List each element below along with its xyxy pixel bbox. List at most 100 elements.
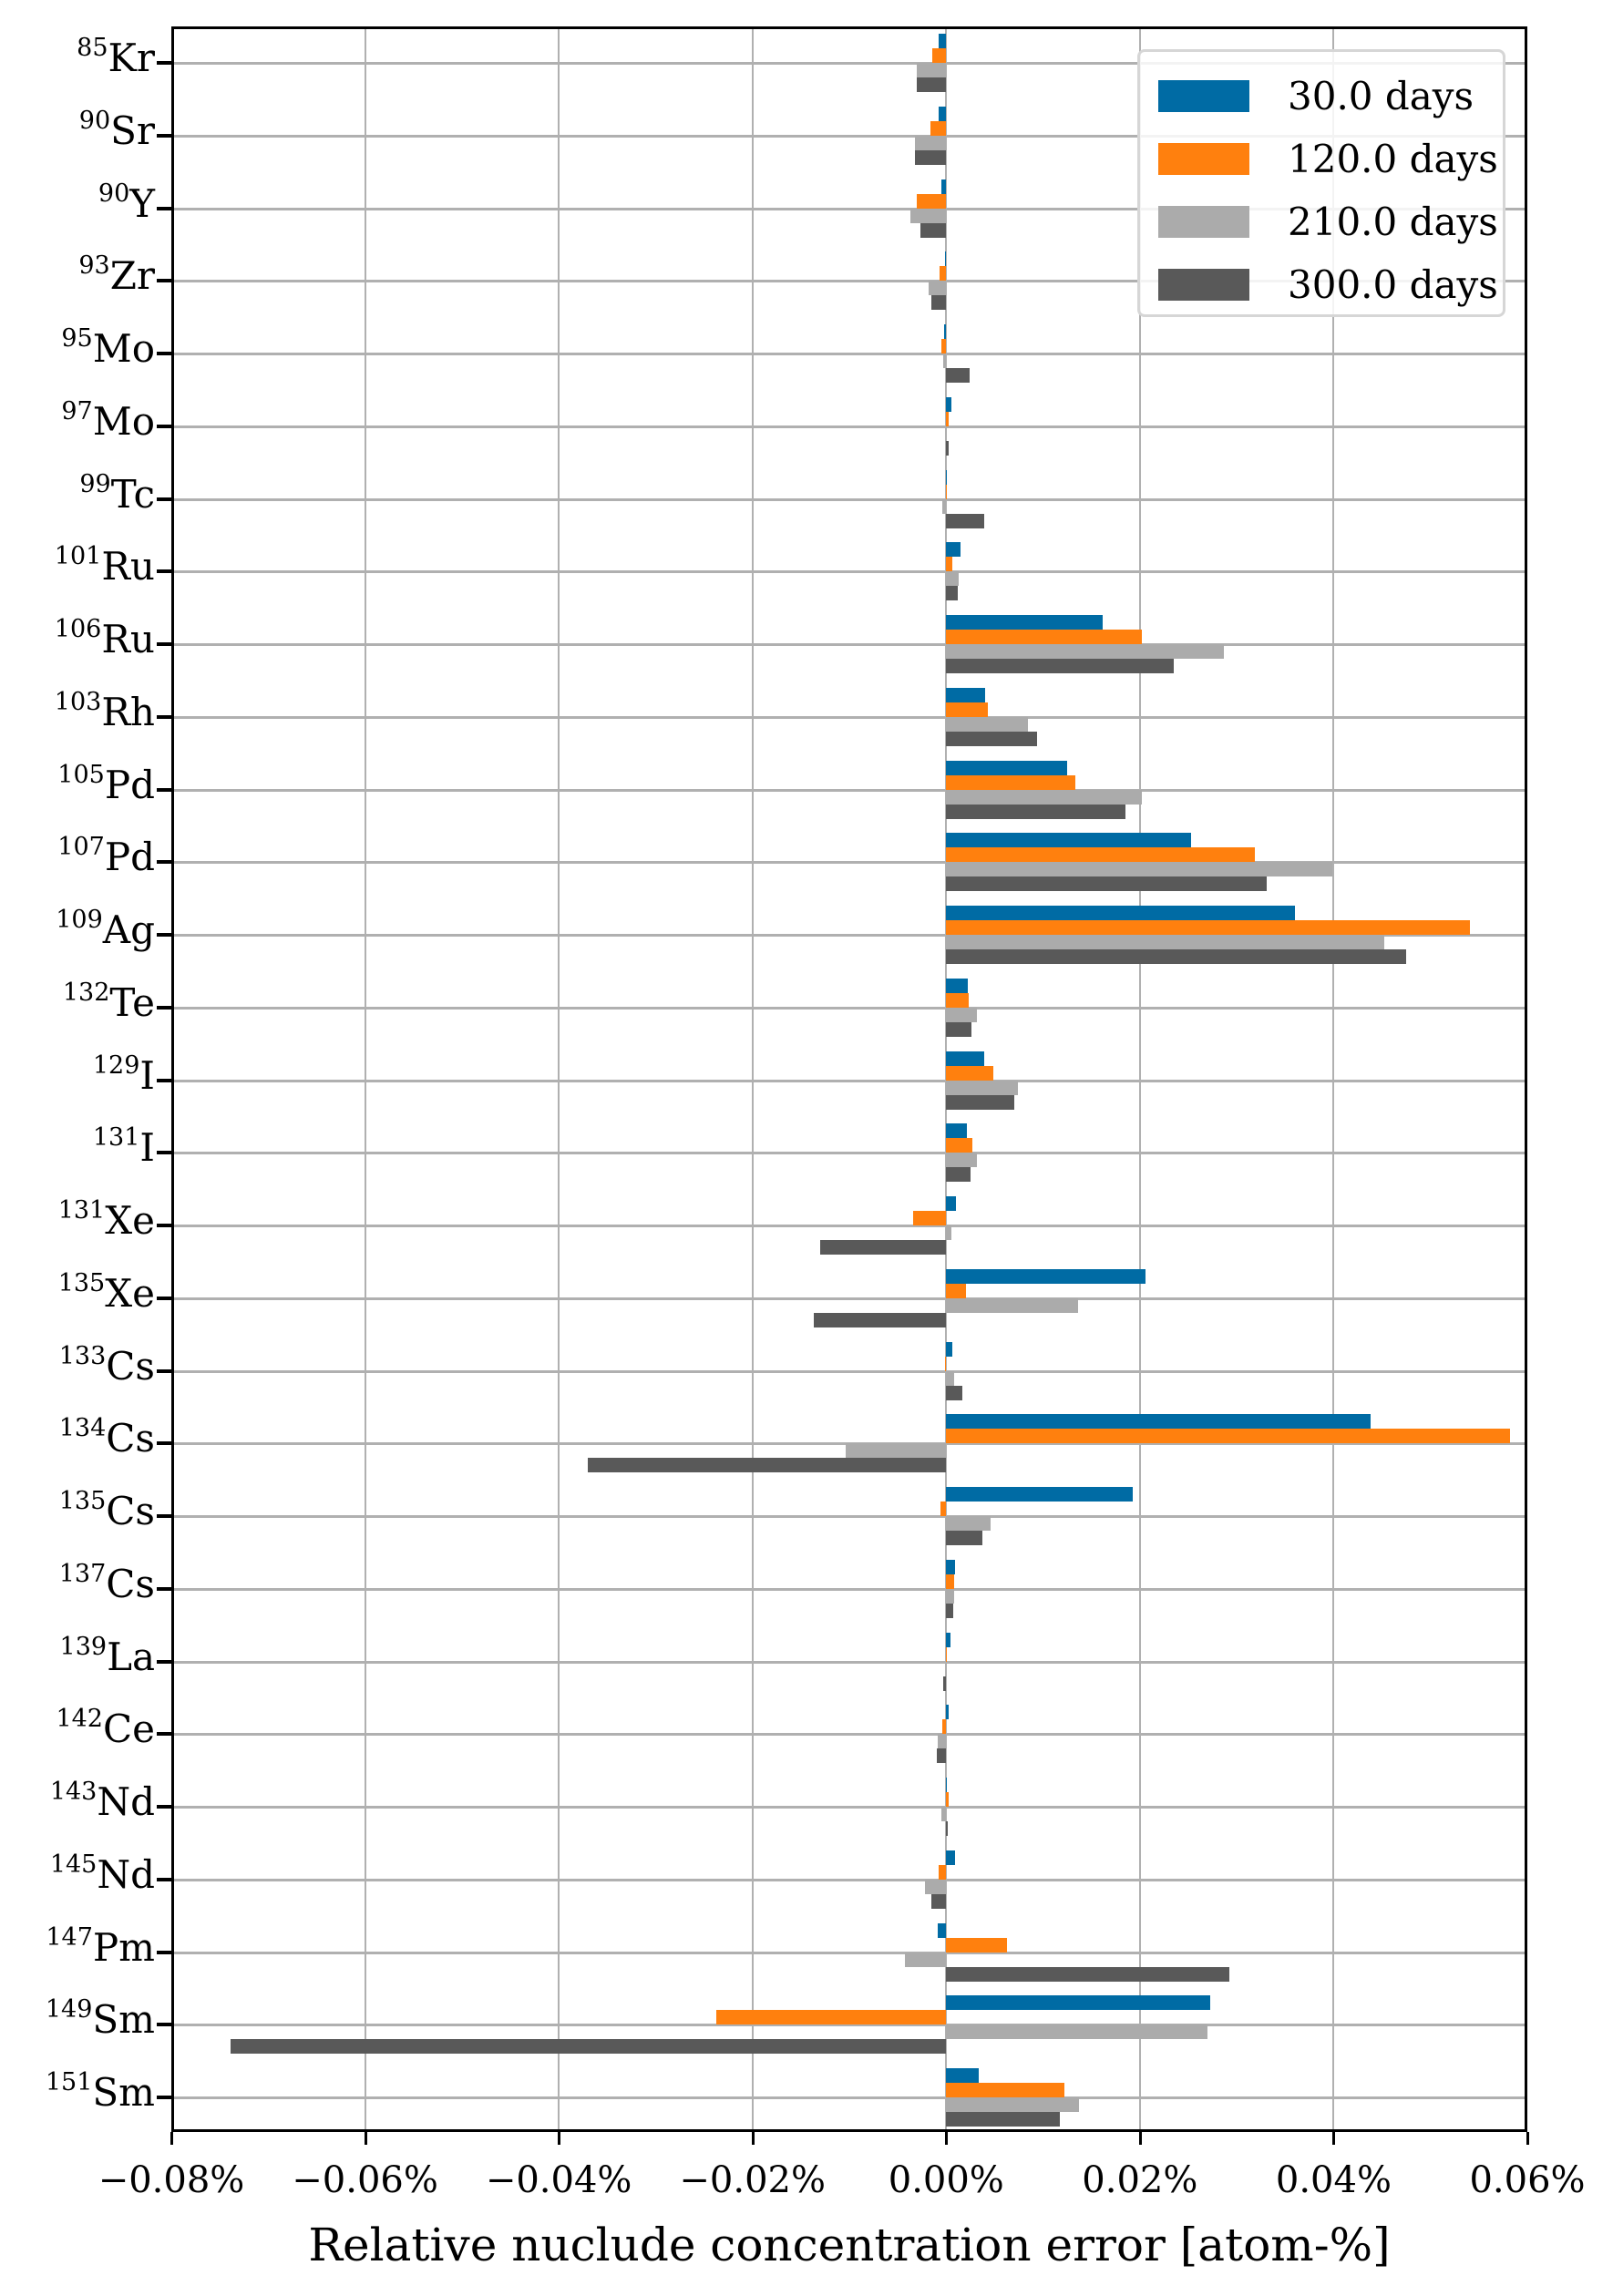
x-tick-label: 0.02%: [1082, 2159, 1198, 2201]
bar-106Ru-300d: [946, 659, 1175, 673]
bar-139La-210d: [946, 1661, 948, 1676]
y-tick: [157, 1296, 171, 1300]
x-tick: [751, 2132, 755, 2145]
bar-149Sm-120d: [716, 2010, 947, 2025]
legend-swatch-120-days: [1158, 142, 1249, 175]
bar-101Ru-120d: [946, 557, 952, 572]
element-symbol: Cs: [106, 1416, 155, 1461]
y-tick-label: 99Tc: [79, 472, 155, 514]
bar-99Tc-120d: [946, 484, 948, 499]
bar-90Y-300d: [920, 222, 947, 238]
y-tick-label: 93Zr: [78, 253, 155, 295]
y-tick: [157, 569, 171, 574]
bar-103Rh-120d: [946, 702, 988, 717]
y-tick-label: 149Sm: [46, 1997, 155, 2039]
element-symbol: Ag: [102, 907, 155, 952]
bar-147Pm-120d: [946, 1937, 1008, 1953]
y-gridline: [174, 207, 1525, 210]
x-tick-label: −0.08%: [98, 2159, 245, 2201]
mass-number: 145: [49, 1850, 98, 1879]
y-tick: [157, 133, 171, 138]
y-tick-label: 139La: [60, 1634, 155, 1679]
bar-145Nd-300d: [946, 1850, 955, 1865]
x-axis-title: Relative nuclude concentration error [at…: [308, 2219, 1391, 2271]
bar-95Mo-300d: [944, 324, 947, 339]
y-gridline: [174, 1951, 1525, 1954]
element-symbol: Ce: [103, 1707, 155, 1752]
bar-107Pd-120d: [946, 847, 1256, 863]
bar-143Nd-300d: [946, 1778, 948, 1792]
bar-131Xe-300d: [820, 1240, 947, 1255]
y-tick: [157, 2096, 171, 2099]
legend-swatch-30-days: [1158, 79, 1249, 112]
x-tick-label: 0.04%: [1275, 2159, 1392, 2201]
bar-135Cs-300d: [946, 1531, 982, 1545]
y-tick: [157, 497, 171, 501]
y-gridline: [174, 570, 1525, 574]
bar-132Te-300d: [946, 978, 968, 993]
bar-135Xe-300d: [946, 1268, 1146, 1284]
y-tick: [157, 787, 171, 792]
y-gridline: [174, 715, 1525, 719]
legend-label: 30.0 days: [1288, 73, 1474, 118]
bar-149Sm-300d: [946, 1995, 1211, 2011]
mass-number: 147: [46, 1922, 93, 1952]
bar-90Sr-300d: [915, 149, 947, 165]
bar-137Cs-300d: [946, 1559, 955, 1574]
bar-105Pd-120d: [946, 774, 1075, 790]
x-tick-label: 0.06%: [1469, 2159, 1586, 2201]
legend: 30.0 days 120.0 days 210.0 days 300.0 da…: [1137, 49, 1505, 317]
y-tick-label: 142Ce: [56, 1707, 155, 1752]
bar-134Cs-300d: [588, 1458, 947, 1473]
y-tick-label: 135Cs: [59, 1489, 155, 1531]
bar-145Nd-300d: [931, 1893, 947, 1909]
y-tick-label: 137Cs: [59, 1562, 155, 1604]
bar-139La-120d: [946, 1646, 948, 1662]
bar-132Te-120d: [946, 992, 969, 1008]
element-symbol: Pd: [104, 762, 155, 807]
mass-number: 90: [98, 179, 130, 208]
bar-107Pd-300d: [946, 876, 1268, 892]
y-tick-label: 143Nd: [50, 1779, 155, 1821]
bar-99Tc-300d: [946, 469, 948, 485]
y-tick: [157, 279, 171, 283]
mass-number: 107: [57, 833, 105, 862]
bar-139La-300d: [943, 1676, 947, 1691]
bar-133Cs-120d: [945, 1356, 947, 1371]
bar-135Cs-120d: [940, 1502, 947, 1516]
x-tick-label: −0.04%: [485, 2159, 632, 2201]
element-symbol: Pd: [104, 835, 155, 880]
y-tick: [157, 1514, 171, 1518]
y-tick-label: 101Ru: [55, 544, 155, 586]
bar-97Mo-300d: [946, 440, 950, 456]
y-tick-label: 90Y: [98, 181, 155, 223]
y-tick: [157, 206, 171, 210]
x-tick: [558, 2132, 561, 2145]
y-gridline: [174, 1079, 1525, 1082]
bar-135Cs-300d: [946, 1487, 1134, 1502]
x-tick: [1332, 2132, 1336, 2145]
bar-132Te-210d: [946, 1007, 978, 1022]
y-gridline: [174, 1006, 1525, 1010]
element-symbol: Ru: [101, 617, 155, 661]
element-symbol: Sm: [92, 2070, 155, 2115]
mass-number: 106: [54, 615, 102, 643]
y-gridline: [174, 425, 1525, 428]
element-symbol: La: [107, 1634, 155, 1679]
bar-145Nd-120d: [938, 1864, 947, 1880]
bar-107Pd-210d: [946, 862, 1333, 877]
y-tick-label: 134Cs: [59, 1416, 155, 1458]
y-tick: [157, 714, 171, 719]
bar-103Rh-300d: [946, 731, 1038, 746]
bar-109Ag-120d: [946, 920, 1471, 935]
bar-142Ce-300d: [936, 1748, 947, 1764]
y-gridline: [174, 788, 1525, 792]
element-symbol: Y: [129, 180, 155, 226]
element-symbol: Zr: [109, 253, 155, 299]
bar-93Zr-210d: [929, 281, 947, 296]
y-gridline: [174, 1515, 1525, 1518]
y-gridline: [174, 2096, 1525, 2099]
y-gridline: [174, 497, 1525, 501]
y-tick: [157, 1950, 171, 1954]
bar-142Ce-210d: [937, 1734, 947, 1749]
